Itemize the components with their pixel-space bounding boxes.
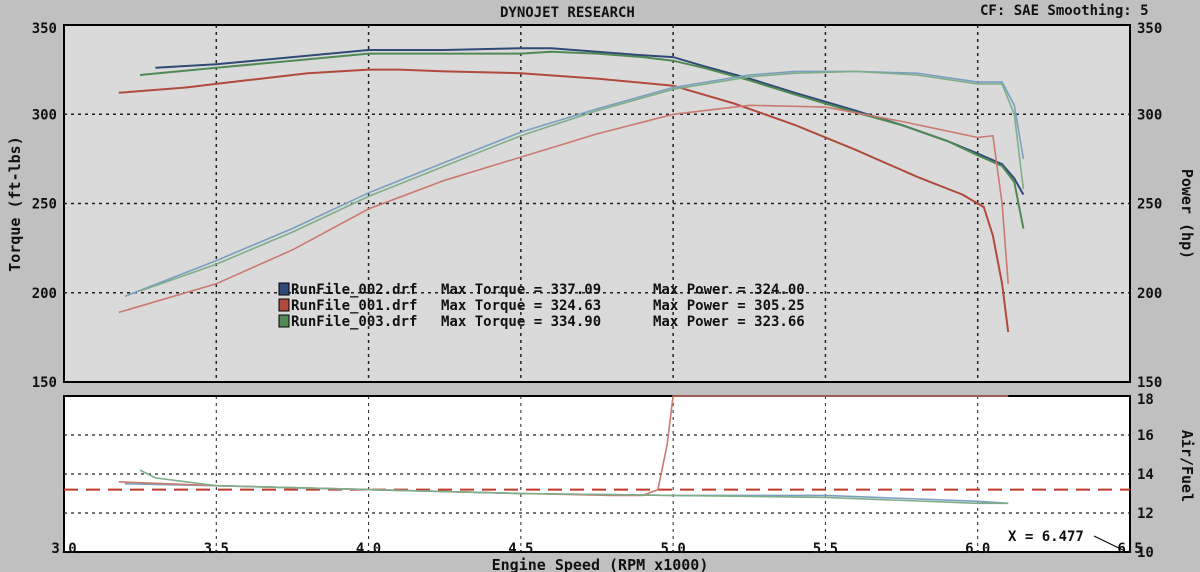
legend-name-run-001: RunFile_001.drf — [291, 298, 417, 314]
y2-tick-afr-10: 10 — [1137, 545, 1154, 561]
y2-tick-power-250: 250 — [1137, 197, 1162, 213]
y-tick-torque-150: 150 — [32, 375, 57, 391]
bottom-gridlines — [64, 396, 1130, 552]
y-tick-torque-250: 250 — [32, 197, 57, 213]
y-tick-torque-200: 200 — [32, 286, 57, 302]
x-tick-6.0: 6.0 — [965, 541, 990, 557]
y2-tick-power-300: 300 — [1137, 107, 1162, 123]
x-tick-3.0: 3.0 — [51, 541, 76, 557]
series-power-runfile-003-drf — [139, 70, 1025, 292]
legend-torque-run-001: Max Torque = 324.63 — [441, 298, 601, 314]
x-axis-label: Engine Speed (RPM x1000) — [492, 556, 709, 572]
y2-tick-power-350: 350 — [1137, 21, 1162, 37]
cursor-leader-line — [1093, 535, 1126, 552]
legend-torque-run-002: Max Torque = 337.09 — [441, 282, 601, 298]
legend-name-run-003: RunFile_003.drf — [291, 314, 417, 330]
y2-tick-afr-14: 14 — [1137, 467, 1154, 483]
legend-name-run-002: RunFile_002.drf — [291, 282, 417, 298]
top-series-lines — [118, 47, 1025, 333]
legend-power-run-002: Max Power = 324.00 — [653, 282, 805, 298]
y2-tick-afr-16: 16 — [1137, 428, 1154, 444]
y2-axis-label-power: Power (hp) — [1178, 169, 1196, 259]
x-tick-4.5: 4.5 — [508, 541, 533, 557]
x-tick-4.0: 4.0 — [356, 541, 381, 557]
y2-tick-afr-12: 12 — [1137, 506, 1154, 522]
series-torque-runfile-001-drf — [118, 68, 1010, 333]
series-torque-runfile-002-drf — [155, 47, 1025, 196]
y-tick-torque-350: 350 — [32, 21, 57, 37]
y-axis-label-torque: Torque (ft-lbs) — [6, 136, 24, 271]
bottom-series-lines — [118, 395, 1009, 505]
series-afr-runfile-003-drf — [139, 469, 1009, 505]
tick-labels: 150 200 250 300 350 150 200 250 300 350 10 12 14 16 18… — [32, 21, 1163, 561]
cursor-readout: X = 6.477 — [1008, 529, 1126, 552]
top-gridlines — [64, 25, 1130, 382]
legend-torque-run-003: Max Torque = 334.90 — [441, 314, 601, 330]
y2-tick-power-200: 200 — [1137, 286, 1162, 302]
x-tick-5.0: 5.0 — [660, 541, 685, 557]
correction-factor-label: CF: SAE Smoothing: 5 — [980, 3, 1149, 19]
x-tick-6.5: 6.5 — [1117, 541, 1142, 557]
series-power-runfile-001-drf — [118, 104, 1009, 314]
legend-swatch-run-001 — [278, 298, 290, 312]
y2-axis-label-airfuel: Air/Fuel — [1178, 430, 1196, 502]
y2-tick-afr-18: 18 — [1137, 392, 1154, 408]
x-tick-3.5: 3.5 — [204, 541, 229, 557]
series-power-runfile-002-drf — [124, 70, 1025, 298]
legend-swatch-run-003 — [278, 314, 290, 328]
legend-power-run-003: Max Power = 323.66 — [653, 314, 805, 330]
chart-title: DYNOJET RESEARCH — [500, 5, 635, 21]
x-tick-5.5: 5.5 — [813, 541, 838, 557]
legend-power-run-001: Max Power = 305.25 — [653, 298, 805, 314]
legend: RunFile_002.drf Max Torque = 337.09 Max … — [278, 282, 805, 330]
y-tick-torque-300: 300 — [32, 107, 57, 123]
y2-tick-power-150: 150 — [1137, 375, 1162, 391]
legend-swatch-run-002 — [278, 282, 290, 296]
series-torque-runfile-003-drf — [140, 50, 1025, 229]
cursor-x-readout: X = 6.477 — [1008, 529, 1084, 545]
